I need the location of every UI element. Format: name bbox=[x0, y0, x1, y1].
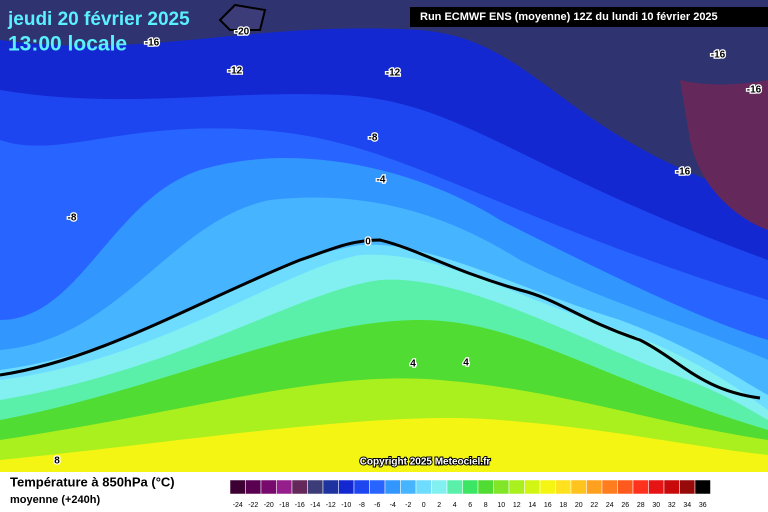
scale-swatch bbox=[229, 479, 246, 495]
date: jeudi 20 février 2025 bbox=[7, 9, 190, 30]
scale-swatch bbox=[369, 479, 386, 495]
scale-swatch bbox=[384, 479, 401, 495]
scale-swatch bbox=[694, 479, 711, 495]
scale-label: 28 bbox=[637, 502, 645, 509]
scale-label: 24 bbox=[606, 502, 614, 509]
scale-swatch bbox=[276, 479, 293, 495]
scale-swatch bbox=[322, 479, 339, 495]
scale-swatch bbox=[291, 479, 308, 495]
contour-label: -8 bbox=[68, 213, 77, 224]
scale-label: 12 bbox=[513, 502, 521, 509]
legend-subtitle: moyenne (+240h) bbox=[10, 494, 101, 506]
scale-swatch bbox=[338, 479, 355, 495]
scale-label: 14 bbox=[528, 502, 536, 509]
copyright: Copyright 2025 Meteociel.fr bbox=[360, 457, 491, 468]
scale-swatch bbox=[508, 479, 525, 495]
contour-label: -16 bbox=[747, 85, 762, 96]
scale-swatch bbox=[415, 479, 432, 495]
scale-swatch bbox=[632, 479, 649, 495]
run-info: Run ECMWF ENS (moyenne) 12Z du lundi 10 … bbox=[420, 11, 718, 23]
scale-label: 22 bbox=[590, 502, 598, 509]
scale-label: -12 bbox=[326, 502, 336, 509]
scale-swatch bbox=[462, 479, 479, 495]
scale-label: 0 bbox=[422, 502, 426, 509]
scale-label: -22 bbox=[248, 502, 258, 509]
scale-label: 2 bbox=[437, 502, 441, 509]
scale-label: -16 bbox=[295, 502, 305, 509]
time: 13:00 locale bbox=[8, 33, 127, 56]
scale-swatch bbox=[586, 479, 603, 495]
scale-label: 10 bbox=[497, 502, 505, 509]
scale-swatch bbox=[353, 479, 370, 495]
contour-label: -12 bbox=[386, 68, 401, 79]
contour-label: -16 bbox=[676, 167, 691, 178]
scale-label: -2 bbox=[405, 502, 411, 509]
scale-label: 8 bbox=[484, 502, 488, 509]
zero-isotherm bbox=[0, 238, 761, 400]
scale-label: -18 bbox=[279, 502, 289, 509]
scale-swatch bbox=[601, 479, 618, 495]
scale-label: 16 bbox=[544, 502, 552, 509]
scale-swatch bbox=[648, 479, 665, 495]
scale-label: 20 bbox=[575, 502, 583, 509]
contour-label: 8 bbox=[54, 456, 60, 467]
cold-core bbox=[680, 80, 768, 230]
scale-swatch bbox=[431, 479, 448, 495]
scale-label: 32 bbox=[668, 502, 676, 509]
scale-swatch bbox=[307, 479, 324, 495]
contour-label: -12 bbox=[228, 66, 243, 77]
scale-swatch bbox=[663, 479, 680, 495]
scale-swatch bbox=[555, 479, 572, 495]
scale-swatch bbox=[245, 479, 262, 495]
scale-label: 4 bbox=[453, 502, 457, 509]
scale-swatch bbox=[679, 479, 696, 495]
scale-swatch bbox=[524, 479, 541, 495]
run-box bbox=[410, 7, 768, 27]
scale-swatch bbox=[477, 479, 494, 495]
cold-core bbox=[218, 3, 267, 31]
contour-label: -20 bbox=[235, 27, 250, 38]
scale-label: -8 bbox=[359, 502, 365, 509]
legend-title: Température à 850hPa (°C) bbox=[10, 474, 175, 489]
scale-swatch bbox=[400, 479, 417, 495]
contour-label: 4 bbox=[463, 358, 469, 369]
scale-label: -6 bbox=[374, 502, 380, 509]
scale-label: 18 bbox=[559, 502, 567, 509]
scale-swatch bbox=[446, 479, 463, 495]
scale-swatch bbox=[539, 479, 556, 495]
scale-label: -24 bbox=[233, 502, 243, 509]
scale-label: 30 bbox=[652, 502, 660, 509]
scale-swatch bbox=[493, 479, 510, 495]
contour-label: 4 bbox=[410, 359, 416, 370]
scale-swatch bbox=[570, 479, 587, 495]
scale-label: -14 bbox=[310, 502, 320, 509]
scale-swatch bbox=[617, 479, 634, 495]
scale-swatch bbox=[260, 479, 277, 495]
scale-label: 34 bbox=[683, 502, 691, 509]
scale-label: 36 bbox=[699, 502, 707, 509]
contour-label: -8 bbox=[369, 133, 378, 144]
scale-label: 6 bbox=[468, 502, 472, 509]
scale-label: -10 bbox=[341, 502, 351, 509]
contour-label: 0 bbox=[365, 237, 371, 248]
scale-label: 26 bbox=[621, 502, 629, 509]
scale-label: -4 bbox=[390, 502, 396, 509]
band bbox=[0, 418, 768, 472]
contour-label: -4 bbox=[377, 175, 386, 186]
contour-label: -16 bbox=[711, 50, 726, 61]
contour-label: -16 bbox=[145, 38, 160, 49]
scale-label: -20 bbox=[264, 502, 274, 509]
